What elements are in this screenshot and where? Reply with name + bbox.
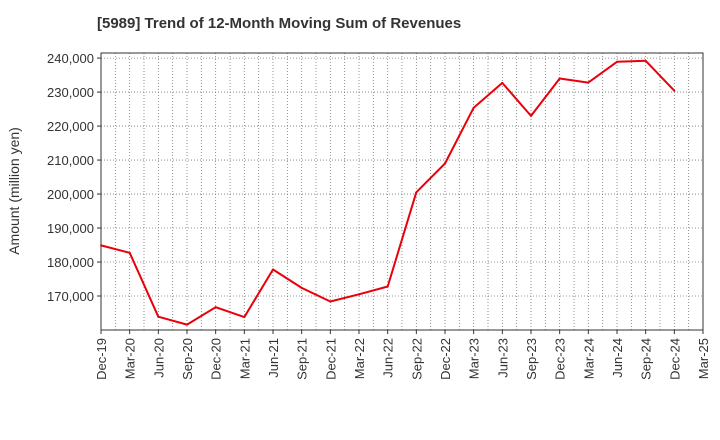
- chart-title: [5989] Trend of 12-Month Moving Sum of R…: [97, 15, 462, 32]
- y-tick-label: 190,000: [47, 221, 94, 236]
- x-tick-label: Jun-23: [495, 338, 510, 378]
- x-tick-label: Dec-22: [438, 338, 453, 380]
- data-point: [530, 114, 532, 117]
- x-tick-label: Sep-23: [524, 338, 539, 380]
- y-tick-label: 200,000: [47, 187, 94, 202]
- y-tick-label: 230,000: [47, 85, 94, 100]
- x-tick-label: Mar-25: [696, 338, 711, 379]
- x-tick-label: Sep-22: [409, 338, 424, 380]
- x-tick-label: Jun-22: [381, 338, 396, 378]
- x-tick-label: Mar-21: [237, 338, 252, 379]
- data-point: [558, 77, 561, 80]
- x-tick-label: Jun-21: [266, 338, 281, 378]
- x-tick-label: Mar-23: [467, 338, 482, 379]
- data-point: [243, 316, 246, 319]
- x-tick-label: Sep-20: [180, 338, 195, 380]
- y-tick-label: 180,000: [47, 255, 94, 270]
- grid-lines: [101, 53, 703, 330]
- x-tick-label: Sep-21: [295, 338, 310, 380]
- y-tick-label: 170,000: [47, 289, 94, 304]
- y-axis-label: Amount (million yen): [6, 127, 22, 255]
- data-point: [472, 106, 475, 109]
- x-tick-label: Dec-19: [94, 338, 109, 380]
- x-tick-label: Jun-20: [151, 338, 166, 378]
- data-point: [587, 81, 590, 84]
- data-point: [329, 300, 332, 303]
- data-point: [616, 60, 618, 63]
- x-tick-label: Dec-23: [553, 338, 568, 380]
- x-tick-label: Dec-24: [667, 338, 682, 380]
- data-point: [100, 244, 102, 247]
- x-tick-label: Mar-20: [123, 338, 138, 379]
- x-tick-label: Jun-24: [610, 338, 625, 378]
- data-point: [415, 191, 418, 194]
- x-tick-label: Mar-24: [581, 338, 596, 379]
- data-point: [501, 81, 504, 84]
- x-tick-label: Dec-20: [209, 338, 224, 380]
- data-point: [128, 251, 131, 254]
- y-tick-label: 210,000: [47, 153, 94, 168]
- plot-area: [100, 52, 704, 331]
- data-point: [300, 286, 303, 289]
- data-point: [358, 293, 360, 296]
- data-point: [214, 306, 217, 309]
- data-point: [644, 59, 647, 62]
- data-point: [272, 268, 274, 271]
- y-axis-ticks: 170,000 180,000 190,000 200,000 210,000 220,0…: [47, 51, 101, 304]
- x-tick-label: Mar-22: [352, 338, 367, 379]
- y-tick-label: 240,000: [47, 51, 94, 66]
- data-point: [157, 315, 160, 318]
- data-point: [186, 323, 188, 326]
- data-point: [673, 89, 676, 92]
- x-tick-label: Sep-24: [639, 338, 654, 380]
- y-tick-label: 220,000: [47, 119, 94, 134]
- series-line: [100, 59, 676, 326]
- series-layer: [100, 59, 676, 326]
- data-point: [444, 162, 446, 165]
- x-axis-ticks: Dec-19 Mar-20 Jun-20 Sep-20 Dec-20 Mar-21 Jun-…: [94, 330, 711, 380]
- data-point: [386, 285, 389, 288]
- x-tick-label: Dec-21: [323, 338, 338, 380]
